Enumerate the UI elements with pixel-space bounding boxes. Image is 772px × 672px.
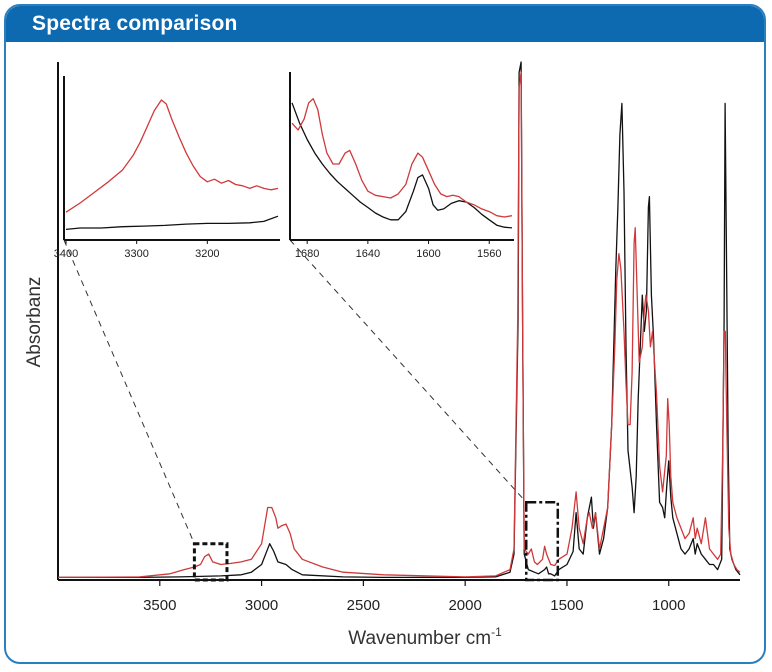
inset-plot-nh-region: 3400 3300 3200	[54, 76, 280, 260]
main-series-line-1	[58, 61, 741, 579]
inset-1-series-line-2	[65, 99, 279, 213]
inset-2-series-line-1	[291, 102, 513, 229]
main-x-tick-label-1000: 1000	[652, 597, 685, 614]
main-plot: 3500 3000 2500 2000 1500 1000	[57, 61, 741, 614]
main-x-tick-label-2000: 2000	[448, 597, 481, 614]
zoom-box-carbonyl-region	[524, 501, 560, 582]
zoom-guide-line-1	[63, 239, 195, 544]
inset-2-x-tick-label-1560: 1560	[477, 248, 501, 260]
x-axis-title: Wavenumber cm-1	[348, 625, 502, 649]
y-axis-title: Absorbanz	[24, 277, 45, 368]
panel-title: Spectra comparison	[32, 12, 238, 35]
inset-1-x-tick-label-3400: 3400	[54, 248, 78, 260]
inset-2-series-line-2	[291, 98, 513, 218]
inset-1-series-line-1	[65, 215, 279, 231]
inset-1-x-tick-label-3300: 3300	[124, 248, 148, 260]
zoom-guides	[63, 239, 527, 544]
inset-2-x-tick-label-1680: 1680	[295, 248, 319, 260]
zoom-box-nh-region	[192, 542, 229, 582]
zoom-guide-line-2	[289, 239, 527, 503]
main-series-line-2	[57, 71, 741, 579]
x-axis-title-superscript: -1	[491, 625, 502, 639]
panel-header: Spectra comparison	[6, 6, 764, 42]
main-x-tick-label-2500: 2500	[347, 597, 380, 614]
main-x-tick-label-1500: 1500	[550, 597, 583, 614]
inset-1-x-tick-label-3200: 3200	[195, 248, 219, 260]
main-x-tick-label-3500: 3500	[143, 597, 176, 614]
x-axis-title-text: Wavenumber cm	[348, 628, 491, 649]
inset-2-x-tick-label-1640: 1640	[356, 248, 380, 260]
inset-2-x-tick-label-1600: 1600	[416, 248, 440, 260]
main-x-tick-label-3000: 3000	[245, 597, 278, 614]
inset-plot-carbonyl-region: 1680 1640 1600 1560	[289, 72, 514, 260]
